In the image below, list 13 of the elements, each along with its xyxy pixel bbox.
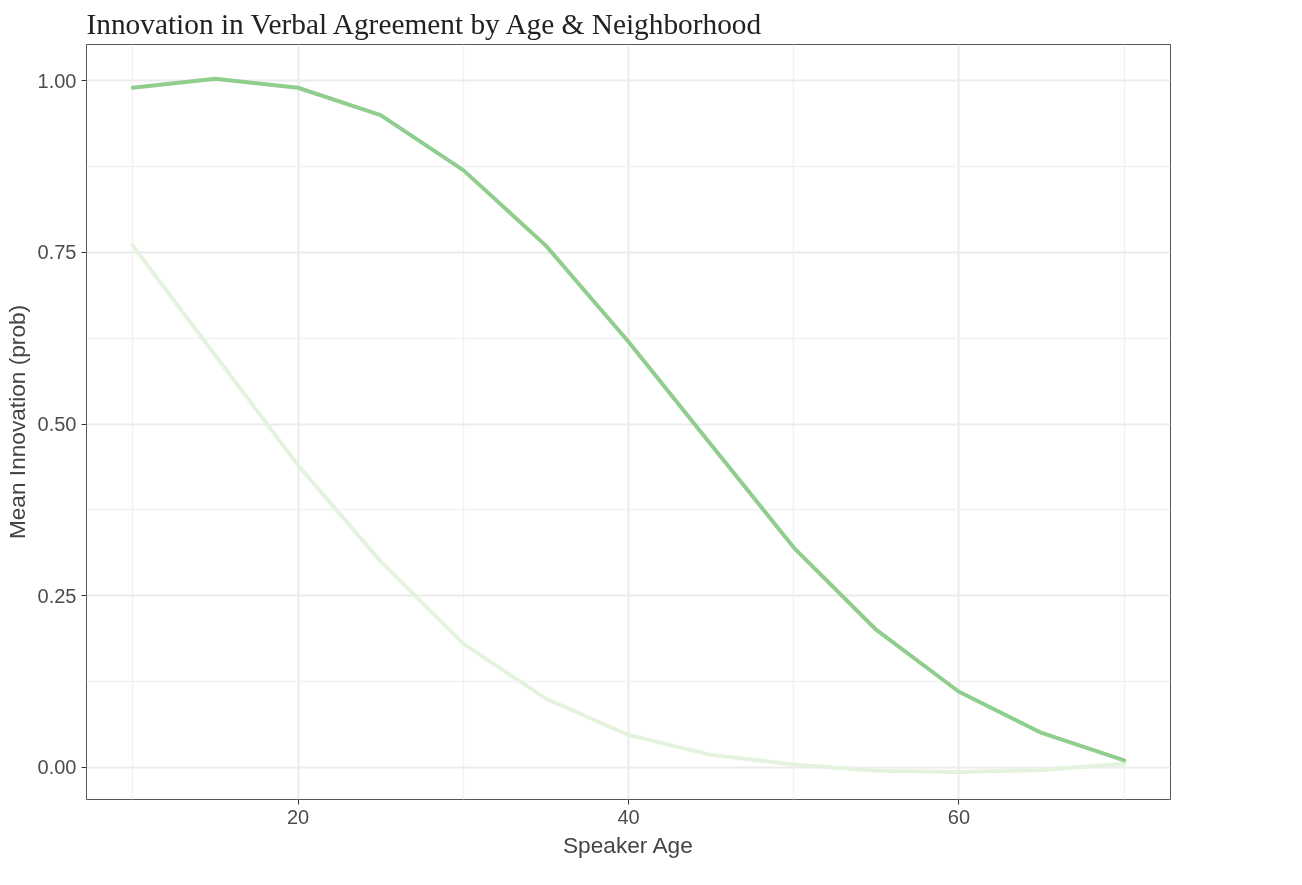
y-tick-label: 0.50 <box>37 413 77 436</box>
x-tick-label: 20 <box>286 805 310 828</box>
y-tick-label: 0.00 <box>37 756 77 779</box>
x-axis-title: Speaker Age <box>563 831 693 858</box>
x-tick-label: 60 <box>947 805 971 828</box>
chart-title: Innovation in Verbal Agreement by Age & Neighborhood <box>86 7 762 40</box>
y-tick-label: 0.75 <box>37 241 77 264</box>
y-tick-label: 1.00 <box>37 69 77 92</box>
line-series <box>130 243 1127 775</box>
y-axis-title: Mean Innovation (prob) <box>3 304 30 540</box>
x-tick-label: 40 <box>617 805 640 828</box>
line-series <box>130 76 1127 763</box>
y-tick-label: 0.25 <box>37 584 77 607</box>
